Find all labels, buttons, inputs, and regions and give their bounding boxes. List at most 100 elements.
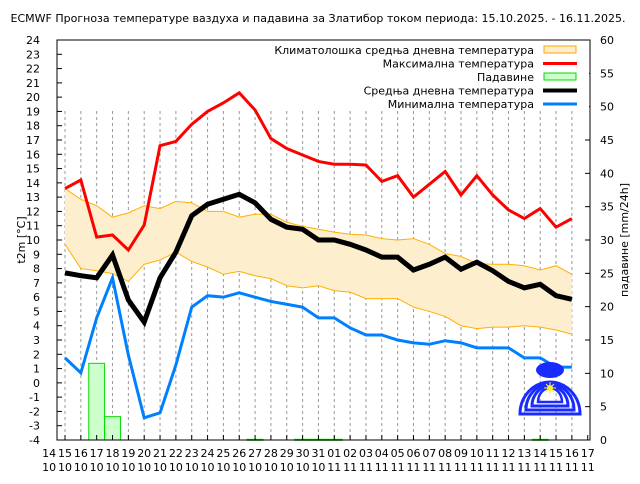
y2-tick-label: 10 [600,367,614,380]
x-tick-label-day: 24 [201,447,215,460]
x-tick-label-month: 11 [565,461,579,474]
x-tick-label-month: 11 [549,461,563,474]
x-tick-label-day: 03 [359,447,373,460]
x-tick-label-month: 11 [486,461,500,474]
series-line [63,272,572,420]
x-tick-label-day: 17 [90,447,104,460]
x-tick-label-month: 11 [422,461,436,474]
x-tick-label-month: 10 [216,461,230,474]
series-line [64,191,573,328]
x-tick-label-month: 11 [438,461,452,474]
x-tick-label-day: 16 [565,447,579,460]
y-tick-label: 5 [33,305,40,318]
precipitation-bar [88,362,106,441]
y-tick-label: 22 [26,63,40,76]
y-tick-label: 18 [26,120,40,133]
x-tick-label-day: 07 [422,447,436,460]
series-line [64,90,573,253]
x-tick-label-month: 11 [517,461,531,474]
legend: Климатолошка средња дневна температураМа… [274,41,589,111]
x-tick-label-day: 15 [58,447,72,460]
x-tick-label-month: 10 [121,461,135,474]
x-tick-label-month: 11 [454,461,468,474]
x-tick-label-day: 05 [391,447,405,460]
climate-band-lower [64,244,573,335]
x-tick-label-day: 08 [438,447,452,460]
x-tick-label-day: 17 [581,447,595,460]
x-tick-label-day: 01 [327,447,341,460]
climate-band [64,188,573,335]
x-tick-label-day: 26 [232,447,246,460]
y-tick-label: 0 [33,377,40,390]
y2-tick-label: 50 [600,101,614,114]
y-tick-label: 14 [26,177,40,190]
x-tick-label-day: 06 [406,447,420,460]
x-tick-label-month: 10 [90,461,104,474]
x-tick-label-month: 11 [533,461,547,474]
x-tick-label-month: 10 [42,461,56,474]
y-tick-label: 8 [33,263,40,276]
y-tick-label: 2 [33,348,40,361]
x-tick-label-day: 02 [343,447,357,460]
y2-tick-label: 55 [600,67,614,80]
y-tick-label: -3 [29,420,40,433]
x-tick-label-month: 10 [248,461,262,474]
y-tick-label: 20 [26,91,40,104]
x-tick-label-month: 11 [375,461,389,474]
x-tick-label-day: 14 [533,447,547,460]
x-tick-label-month: 10 [153,461,167,474]
y-tick-label: 6 [33,291,40,304]
y-tick-label: -2 [29,405,40,418]
x-tick-label-month: 10 [311,461,325,474]
x-tick-label-month: 10 [169,461,183,474]
y2-tick-label: 30 [600,234,614,247]
x-tick-label-day: 29 [280,447,294,460]
x-tick-label-day: 11 [486,447,500,460]
y-tick-label: 3 [33,334,40,347]
x-tick-label-month: 11 [327,461,341,474]
climate-band-area [65,188,572,335]
x-tick-label-month: 10 [264,461,278,474]
x-tick-label-day: 13 [517,447,531,460]
y2-tick-label: 45 [600,134,614,147]
x-tick-label-month: 10 [106,461,120,474]
x-tick-label-day: 19 [121,447,135,460]
x-tick-label-day: 10 [470,447,484,460]
x-tick-label-month: 10 [185,461,199,474]
x-tick-label-day: 30 [296,447,310,460]
y2-tick-label: 0 [600,434,607,447]
y-tick-label: 4 [33,320,40,333]
x-tick-label-day: 25 [216,447,230,460]
legend-label: Минимална температура [388,98,534,111]
x-tick-label-day: 22 [169,447,183,460]
legend-background [280,41,589,110]
x-tick-label-month: 10 [280,461,294,474]
y2-tick-label: 20 [600,301,614,314]
x-tick-label-day: 20 [137,447,151,460]
y-tick-label: 10 [26,234,40,247]
x-tick-label-month: 10 [58,461,72,474]
legend-label: Максимална температура [383,58,534,71]
legend-label: Падавине [477,71,534,84]
x-tick-label-day: 21 [153,447,167,460]
y-tick-label: 15 [26,163,40,176]
y2-tick-label: 60 [600,34,614,47]
y2-axis-label: падавине [mm/24h] [618,183,631,297]
y-tick-label: 12 [26,205,40,218]
legend-swatch [543,45,577,54]
x-tick-label-month: 10 [74,461,88,474]
x-tick-label-month: 11 [581,461,595,474]
x-tick-label-month: 10 [296,461,310,474]
x-tick-label-day: 12 [502,447,516,460]
x-tick-label-month: 11 [343,461,357,474]
x-tick-label-month: 11 [391,461,405,474]
y-tick-label: -4 [29,434,40,447]
x-tick-label-day: 14 [42,447,56,460]
x-tick-label-month: 10 [201,461,215,474]
y2-tick-label: 25 [600,267,614,280]
legend-label: Средња дневна температура [364,85,534,98]
x-tick-label-day: 09 [454,447,468,460]
y2-tick-label: 5 [600,401,607,414]
x-tick-label-day: 31 [311,447,325,460]
